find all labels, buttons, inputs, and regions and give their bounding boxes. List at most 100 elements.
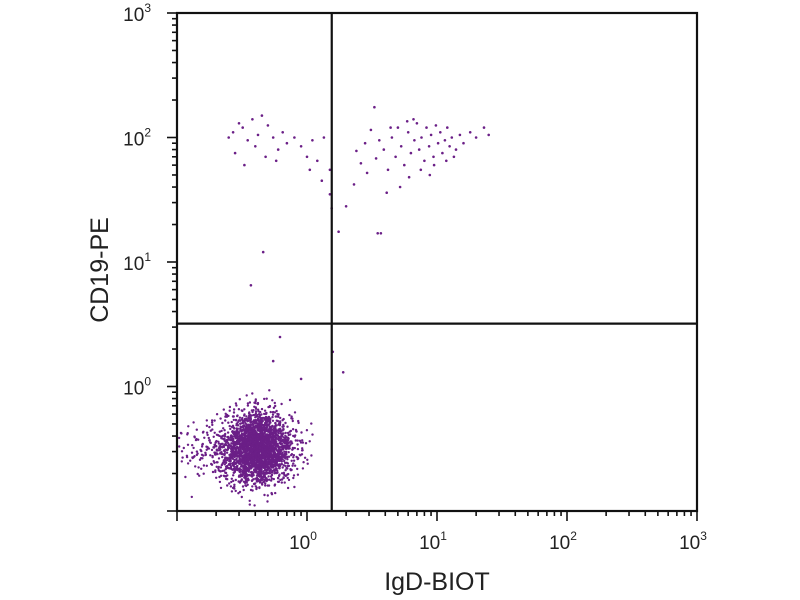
data-point [252,425,255,429]
data-point [300,449,304,452]
x-tick-base: 10 [289,533,310,554]
data-point [251,392,254,395]
data-point [239,425,242,428]
data-point [278,459,281,462]
data-point [238,419,242,422]
x-axis-label: IgD-BIOT [384,568,490,596]
data-point [263,430,267,433]
data-point [246,435,249,438]
data-point [217,457,221,460]
data-point [240,478,243,481]
data-point [274,491,277,495]
y-tick-base: 10 [123,254,144,275]
data-point [242,465,246,468]
data-point [233,483,236,486]
data-point [243,414,246,417]
data-point [277,451,281,454]
data-point [233,151,237,155]
data-point [236,442,240,446]
data-point [281,466,284,469]
data-point [202,472,205,475]
data-point [284,464,287,468]
data-point [244,480,247,483]
data-point [268,478,271,481]
data-point [365,171,369,175]
data-point [266,494,269,497]
data-point [261,476,264,479]
data-point [254,459,258,462]
data-point [265,461,269,465]
data-point [238,451,242,454]
data-point [198,474,201,477]
data-point [225,451,229,454]
data-point [420,136,423,139]
data-point [205,464,208,467]
data-point [260,479,263,482]
data-point [275,456,279,459]
data-point [233,452,236,455]
data-point [286,458,289,461]
data-point [251,118,254,121]
data-point [254,482,257,485]
data-point [229,485,233,488]
data-point [218,447,221,450]
data-point [301,447,304,450]
data-point [235,447,238,451]
data-point [234,467,238,471]
y-tick-exponent: 3 [144,1,151,15]
data-point [268,462,271,465]
data-point [263,409,267,412]
x-tick-base: 10 [419,533,440,554]
data-point [271,136,275,139]
data-point [250,458,253,461]
data-point [249,440,252,444]
data-point [225,456,229,460]
data-point [399,145,403,148]
data-point [236,428,239,432]
data-point [256,435,259,438]
data-point [253,440,257,443]
data-point [254,471,258,474]
data-point [429,133,433,137]
data-point [282,476,285,479]
data-point [213,451,216,454]
data-point [238,398,241,401]
data-point [275,437,278,440]
data-point [195,453,199,457]
data-point [263,469,267,472]
data-point [293,464,297,467]
data-point [245,394,248,397]
data-point [233,470,236,474]
data-point [301,439,304,442]
data-point [205,419,208,422]
data-point [316,159,319,163]
data-point [273,401,276,405]
data-point [280,460,283,463]
data-point [246,402,250,405]
data-point [245,415,248,418]
data-point [286,431,290,435]
data-point [232,427,236,430]
data-points [177,105,491,507]
data-point [260,434,263,437]
data-point [280,463,284,466]
data-point [284,441,288,445]
data-point [284,447,288,451]
data-point [256,401,260,405]
data-point [245,484,248,488]
data-point [217,449,221,452]
data-point [223,429,226,432]
data-point [376,232,380,235]
data-point [243,444,246,447]
data-point [213,419,216,422]
data-point [271,415,274,419]
data-point [228,453,231,457]
data-point [278,335,282,339]
data-point [215,465,218,468]
data-point [263,397,266,401]
data-point [217,469,220,472]
data-point [247,455,250,458]
data-point [281,131,285,134]
data-point [275,419,278,422]
data-point [244,431,247,434]
